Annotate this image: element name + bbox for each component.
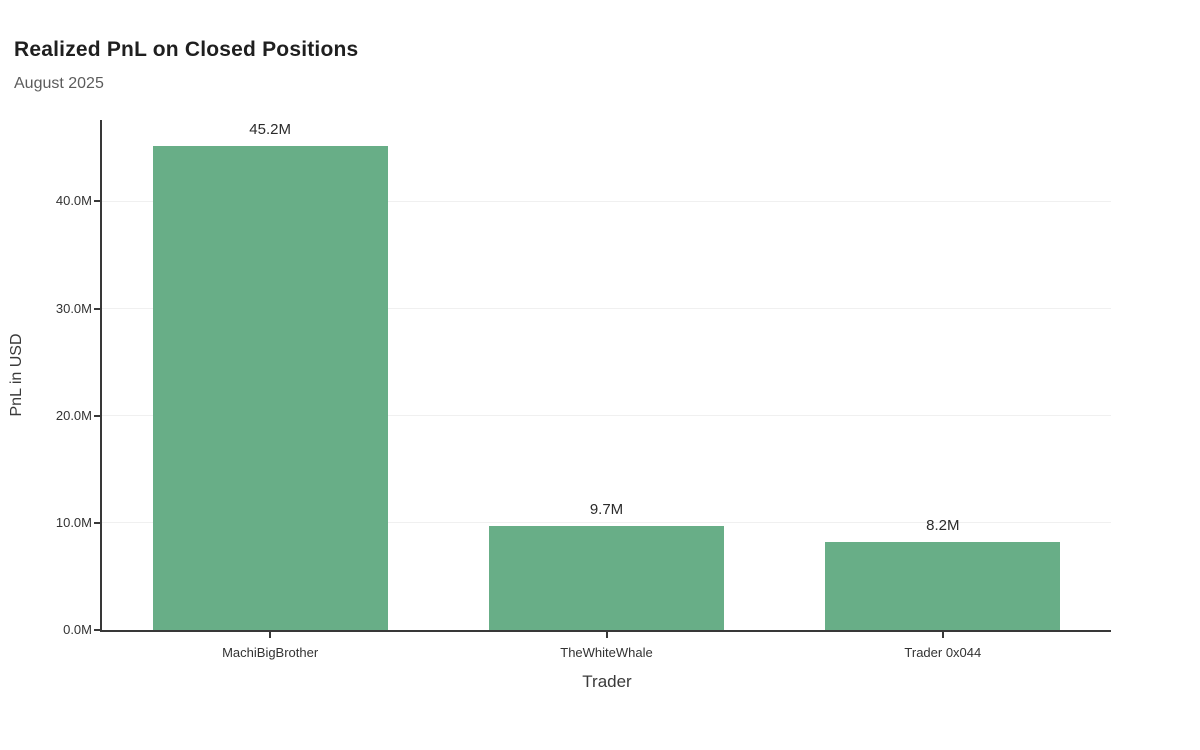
y-tick bbox=[94, 629, 101, 631]
y-tick-label: 0.0M bbox=[63, 622, 92, 637]
y-tick-label: 20.0M bbox=[55, 407, 92, 423]
y-tick bbox=[94, 307, 101, 310]
chart-title: Realized PnL on Closed Positions bbox=[14, 38, 359, 61]
gridline bbox=[102, 415, 1111, 417]
y-tick-label: 40.0M bbox=[55, 193, 92, 209]
x-tick-label: Trader 0x044 bbox=[904, 645, 982, 660]
y-tick-label: 30.0M bbox=[55, 300, 92, 316]
gridline bbox=[102, 308, 1111, 310]
bar-Trader 0x044[interactable] bbox=[825, 542, 1061, 630]
bar-value-label: 45.2M bbox=[249, 120, 291, 138]
bar-TheWhiteWhale[interactable] bbox=[489, 526, 724, 630]
x-tick-label: TheWhiteWhale bbox=[560, 645, 653, 660]
x-axis-label: Trader bbox=[582, 672, 632, 691]
gridline bbox=[102, 200, 1111, 202]
y-tick-label: 10.0M bbox=[55, 514, 92, 530]
x-tick bbox=[269, 632, 272, 638]
x-axis-line bbox=[100, 630, 1111, 632]
y-axis-line bbox=[100, 120, 102, 632]
x-tick-label: MachiBigBrother bbox=[222, 645, 319, 660]
chart-subtitle: August 2025 bbox=[14, 75, 104, 92]
gridline bbox=[102, 522, 1111, 524]
bar-value-label: 8.2M bbox=[926, 517, 960, 535]
bar-value-label: 9.7M bbox=[589, 501, 624, 519]
bar-MachiBigBrother[interactable] bbox=[152, 145, 388, 630]
y-tick bbox=[94, 521, 101, 524]
y-axis-label: PnL in USD bbox=[8, 333, 25, 417]
y-tick bbox=[94, 414, 101, 417]
x-tick bbox=[941, 632, 944, 638]
y-tick bbox=[94, 200, 101, 203]
x-tick bbox=[605, 632, 608, 638]
